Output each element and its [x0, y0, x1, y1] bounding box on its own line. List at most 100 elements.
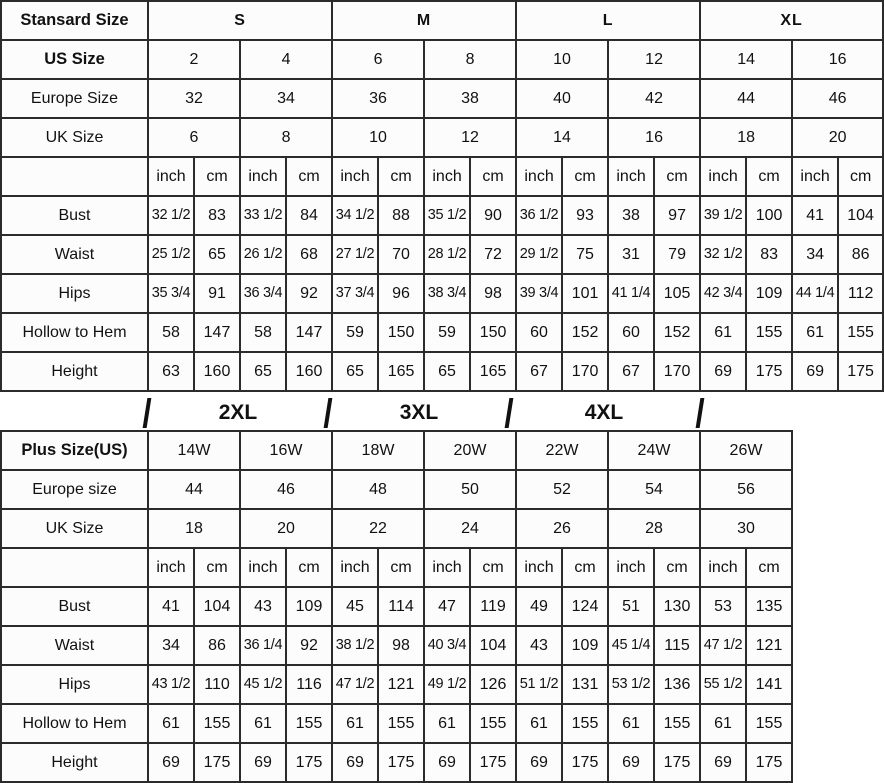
cell-us-size-4: 10 [515, 39, 610, 80]
cell-bust-15: 104 [837, 195, 884, 236]
plus-unit-cell-12: inch [699, 547, 747, 588]
unit-cell-11: cm [653, 156, 702, 197]
cell-plus-height-3: 175 [285, 742, 333, 783]
unit-cell-3: cm [284, 156, 334, 197]
cell-plus-europe-3: 50 [423, 469, 517, 510]
cell-hips-2: 36 3/4 [239, 273, 287, 314]
cell-plus-height-6: 69 [423, 742, 471, 783]
cell-plus-size-3: 20W [423, 430, 517, 471]
unit-cell-8: inch [515, 156, 564, 197]
standard-unit-row: inch cm inch cm inch cm inch cm inch cm … [0, 156, 884, 197]
cell-plus-bust-12: 53 [699, 586, 747, 627]
cell-height-9: 170 [561, 351, 610, 392]
group-header-l: L [515, 0, 702, 41]
plus-unit-cell-1: cm [193, 547, 241, 588]
unit-row-label [0, 156, 149, 197]
group-header-3xl: 3XL [399, 401, 439, 424]
cell-waist-12: 32 1/2 [699, 234, 748, 275]
cell-uk-size-3: 12 [423, 117, 518, 158]
cell-hips-10: 41 1/4 [607, 273, 656, 314]
plus-size-header-row: Plus Size(US) 14W 16W 18W 20W 22W 24W 26… [0, 430, 883, 471]
cell-plus-hips-1: 110 [193, 664, 241, 705]
standard-row-label-header: Stansard Size [0, 0, 149, 41]
cell-plus-height-4: 69 [331, 742, 379, 783]
cell-plus-size-0: 14W [147, 430, 241, 471]
cell-hips-8: 39 3/4 [515, 273, 564, 314]
cell-plus-europe-4: 52 [515, 469, 609, 510]
cell-hollow-2: 58 [239, 312, 287, 353]
cell-height-11: 170 [653, 351, 702, 392]
cell-plus-hips-3: 116 [285, 664, 333, 705]
cell-plus-bust-2: 43 [239, 586, 287, 627]
cell-plus-uk-3: 24 [423, 508, 517, 549]
cell-plus-bust-1: 104 [193, 586, 241, 627]
cell-plus-hips-10: 53 1/2 [607, 664, 655, 705]
plus-table-blank-cell [792, 548, 883, 587]
plus-row-label-waist: Waist [0, 625, 149, 666]
cell-plus-size-6: 26W [699, 430, 793, 471]
cell-hollow-12: 61 [699, 312, 748, 353]
cell-plus-waist-11: 115 [653, 625, 701, 666]
cell-plus-hips-11: 136 [653, 664, 701, 705]
cell-plus-uk-4: 26 [515, 508, 609, 549]
cell-hollow-14: 61 [791, 312, 840, 353]
cell-plus-uk-1: 20 [239, 508, 333, 549]
cell-hips-1: 91 [193, 273, 241, 314]
cell-height-6: 65 [423, 351, 472, 392]
cell-height-2: 65 [239, 351, 287, 392]
cell-height-10: 67 [607, 351, 656, 392]
cell-plus-waist-13: 121 [745, 625, 793, 666]
row-label-hollow-to-hem: Hollow to Hem [0, 312, 149, 353]
cell-europe-size-2: 36 [331, 78, 426, 119]
cell-plus-height-7: 175 [469, 742, 517, 783]
plus-unit-cell-2: inch [239, 547, 287, 588]
cell-bust-0: 32 1/2 [147, 195, 195, 236]
plus-row-label-uk-size: UK Size [0, 508, 149, 549]
cell-hips-0: 35 3/4 [147, 273, 195, 314]
cell-plus-waist-0: 34 [147, 625, 195, 666]
cell-waist-3: 68 [284, 234, 334, 275]
table-gap [0, 392, 884, 396]
group-header-m: M [331, 0, 518, 41]
cell-plus-waist-5: 98 [377, 625, 425, 666]
cell-waist-15: 86 [837, 234, 884, 275]
cell-plus-waist-2: 36 1/4 [239, 625, 287, 666]
cell-plus-bust-11: 130 [653, 586, 701, 627]
cell-plus-hips-5: 121 [377, 664, 425, 705]
plus-unit-cell-3: cm [285, 547, 333, 588]
plus-row-label-header: Plus Size(US) [0, 430, 149, 471]
cell-plus-size-5: 24W [607, 430, 701, 471]
row-label-uk-size: UK Size [0, 117, 149, 158]
cell-europe-size-0: 32 [147, 78, 241, 119]
cell-height-12: 69 [699, 351, 748, 392]
table-row: Bust 32 1/2 83 33 1/2 84 34 1/2 88 35 1/… [0, 195, 884, 236]
plus-table-blank-cell [792, 743, 883, 782]
unit-cell-5: cm [377, 156, 426, 197]
plus-row-label-europe-size: Europe size [0, 469, 149, 510]
unit-cell-13: cm [745, 156, 794, 197]
table-row: Hips 35 3/4 91 36 3/4 92 37 3/4 96 38 3/… [0, 273, 884, 314]
band-tick-right [695, 398, 705, 428]
group-header-4xl: 4XL [584, 401, 624, 424]
cell-waist-11: 79 [653, 234, 702, 275]
cell-plus-waist-3: 92 [285, 625, 333, 666]
cell-bust-5: 88 [377, 195, 426, 236]
cell-height-7: 165 [469, 351, 518, 392]
unit-cell-14: inch [791, 156, 840, 197]
cell-plus-waist-12: 47 1/2 [699, 625, 747, 666]
plus-unit-cell-4: inch [331, 547, 379, 588]
cell-hips-15: 112 [837, 273, 884, 314]
cell-height-5: 165 [377, 351, 426, 392]
row-label-bust: Bust [0, 195, 149, 236]
cell-plus-bust-3: 109 [285, 586, 333, 627]
cell-us-size-3: 8 [423, 39, 518, 80]
cell-plus-europe-2: 48 [331, 469, 425, 510]
cell-hips-11: 105 [653, 273, 702, 314]
cell-bust-6: 35 1/2 [423, 195, 472, 236]
cell-bust-9: 93 [561, 195, 610, 236]
plus-table-blank-cell [792, 509, 883, 548]
cell-plus-waist-1: 86 [193, 625, 241, 666]
cell-bust-8: 36 1/2 [515, 195, 564, 236]
cell-hips-9: 101 [561, 273, 610, 314]
